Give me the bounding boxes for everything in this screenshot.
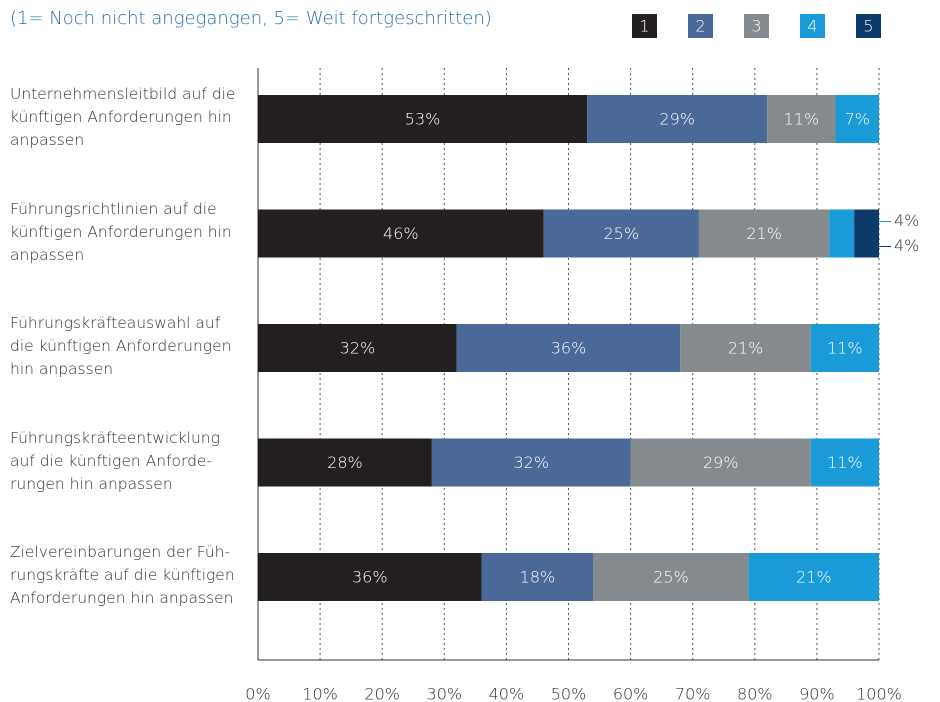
category-label: Führungsrichtlinien auf die künftigen An… <box>10 199 232 264</box>
legend-swatch <box>632 14 657 38</box>
legend-label: 3 <box>751 17 761 36</box>
data-label: 53% <box>405 110 441 129</box>
legend-swatch <box>744 14 769 38</box>
x-tick-label: 60% <box>613 685 649 702</box>
bar-segment <box>258 438 432 487</box>
data-label: 36% <box>352 568 388 587</box>
bar-segment <box>543 209 699 258</box>
x-tick-label: 90% <box>799 685 835 702</box>
bar-segment <box>258 553 482 601</box>
legend-label: 5 <box>863 17 873 36</box>
category-label: Unternehmensleitbild auf die künftigen A… <box>10 85 236 149</box>
bar-segment <box>767 95 836 143</box>
x-tick-label: 20% <box>364 685 400 702</box>
x-tick-label: 50% <box>551 685 587 702</box>
bar-segment <box>258 324 457 372</box>
data-label: 28% <box>327 453 363 472</box>
data-label: 11% <box>784 110 820 129</box>
bar-segment <box>835 95 879 143</box>
data-label: 21% <box>746 224 782 243</box>
data-label: 4% <box>894 236 919 255</box>
legend-swatch <box>800 14 825 38</box>
bar-segment <box>481 553 594 601</box>
x-tick-label: 0% <box>245 685 270 702</box>
bar-segment <box>258 209 544 258</box>
bar-segment <box>829 209 855 258</box>
data-label: 21% <box>728 339 764 358</box>
bar-segment <box>456 324 681 372</box>
x-tick-label: 30% <box>427 685 463 702</box>
data-label: 36% <box>551 339 587 358</box>
legend-label: 1 <box>639 17 649 36</box>
data-label: 7% <box>845 110 870 129</box>
data-label: 11% <box>827 339 863 358</box>
x-tick-label: 70% <box>675 685 711 702</box>
data-label: 32% <box>513 453 549 472</box>
data-label: 11% <box>827 453 863 472</box>
bar-segment <box>431 438 631 487</box>
bar-segment <box>587 95 768 143</box>
bar-segment <box>810 324 879 372</box>
legend-swatch <box>688 14 713 38</box>
data-label: 46% <box>383 224 419 243</box>
data-label: 4% <box>894 211 919 230</box>
legend-swatch <box>856 14 881 38</box>
data-label: 29% <box>703 453 739 472</box>
category-label: Führungskräfteauswahl auf die künftigen … <box>10 314 232 378</box>
data-label: 25% <box>604 224 640 243</box>
data-label: 21% <box>796 568 832 587</box>
chart-subtitle: (1= Noch nicht angegangen, 5= Weit fortg… <box>10 8 492 29</box>
x-tick-label: 80% <box>737 685 773 702</box>
category-label: Führungskräfteentwicklung auf die künfti… <box>10 428 220 493</box>
x-tick-label: 10% <box>302 685 338 702</box>
data-label: 18% <box>520 568 556 587</box>
category-label: Zielvereinbarungen der Füh- rungskräfte … <box>10 543 235 607</box>
x-tick-label: 40% <box>489 685 525 702</box>
data-label: 25% <box>653 568 689 587</box>
bar-segment <box>748 553 879 601</box>
x-tick-label: 100% <box>856 685 902 702</box>
legend-label: 2 <box>695 17 705 36</box>
data-label: 32% <box>340 339 376 358</box>
bar-segment <box>630 438 811 487</box>
bar-segment <box>810 438 879 487</box>
bar-segment <box>854 209 879 258</box>
bar-segment <box>258 95 588 143</box>
bar-segment <box>593 553 749 601</box>
legend-label: 4 <box>807 17 817 36</box>
data-label: 29% <box>659 110 695 129</box>
bar-segment <box>698 209 830 258</box>
bar-segment <box>680 324 811 372</box>
